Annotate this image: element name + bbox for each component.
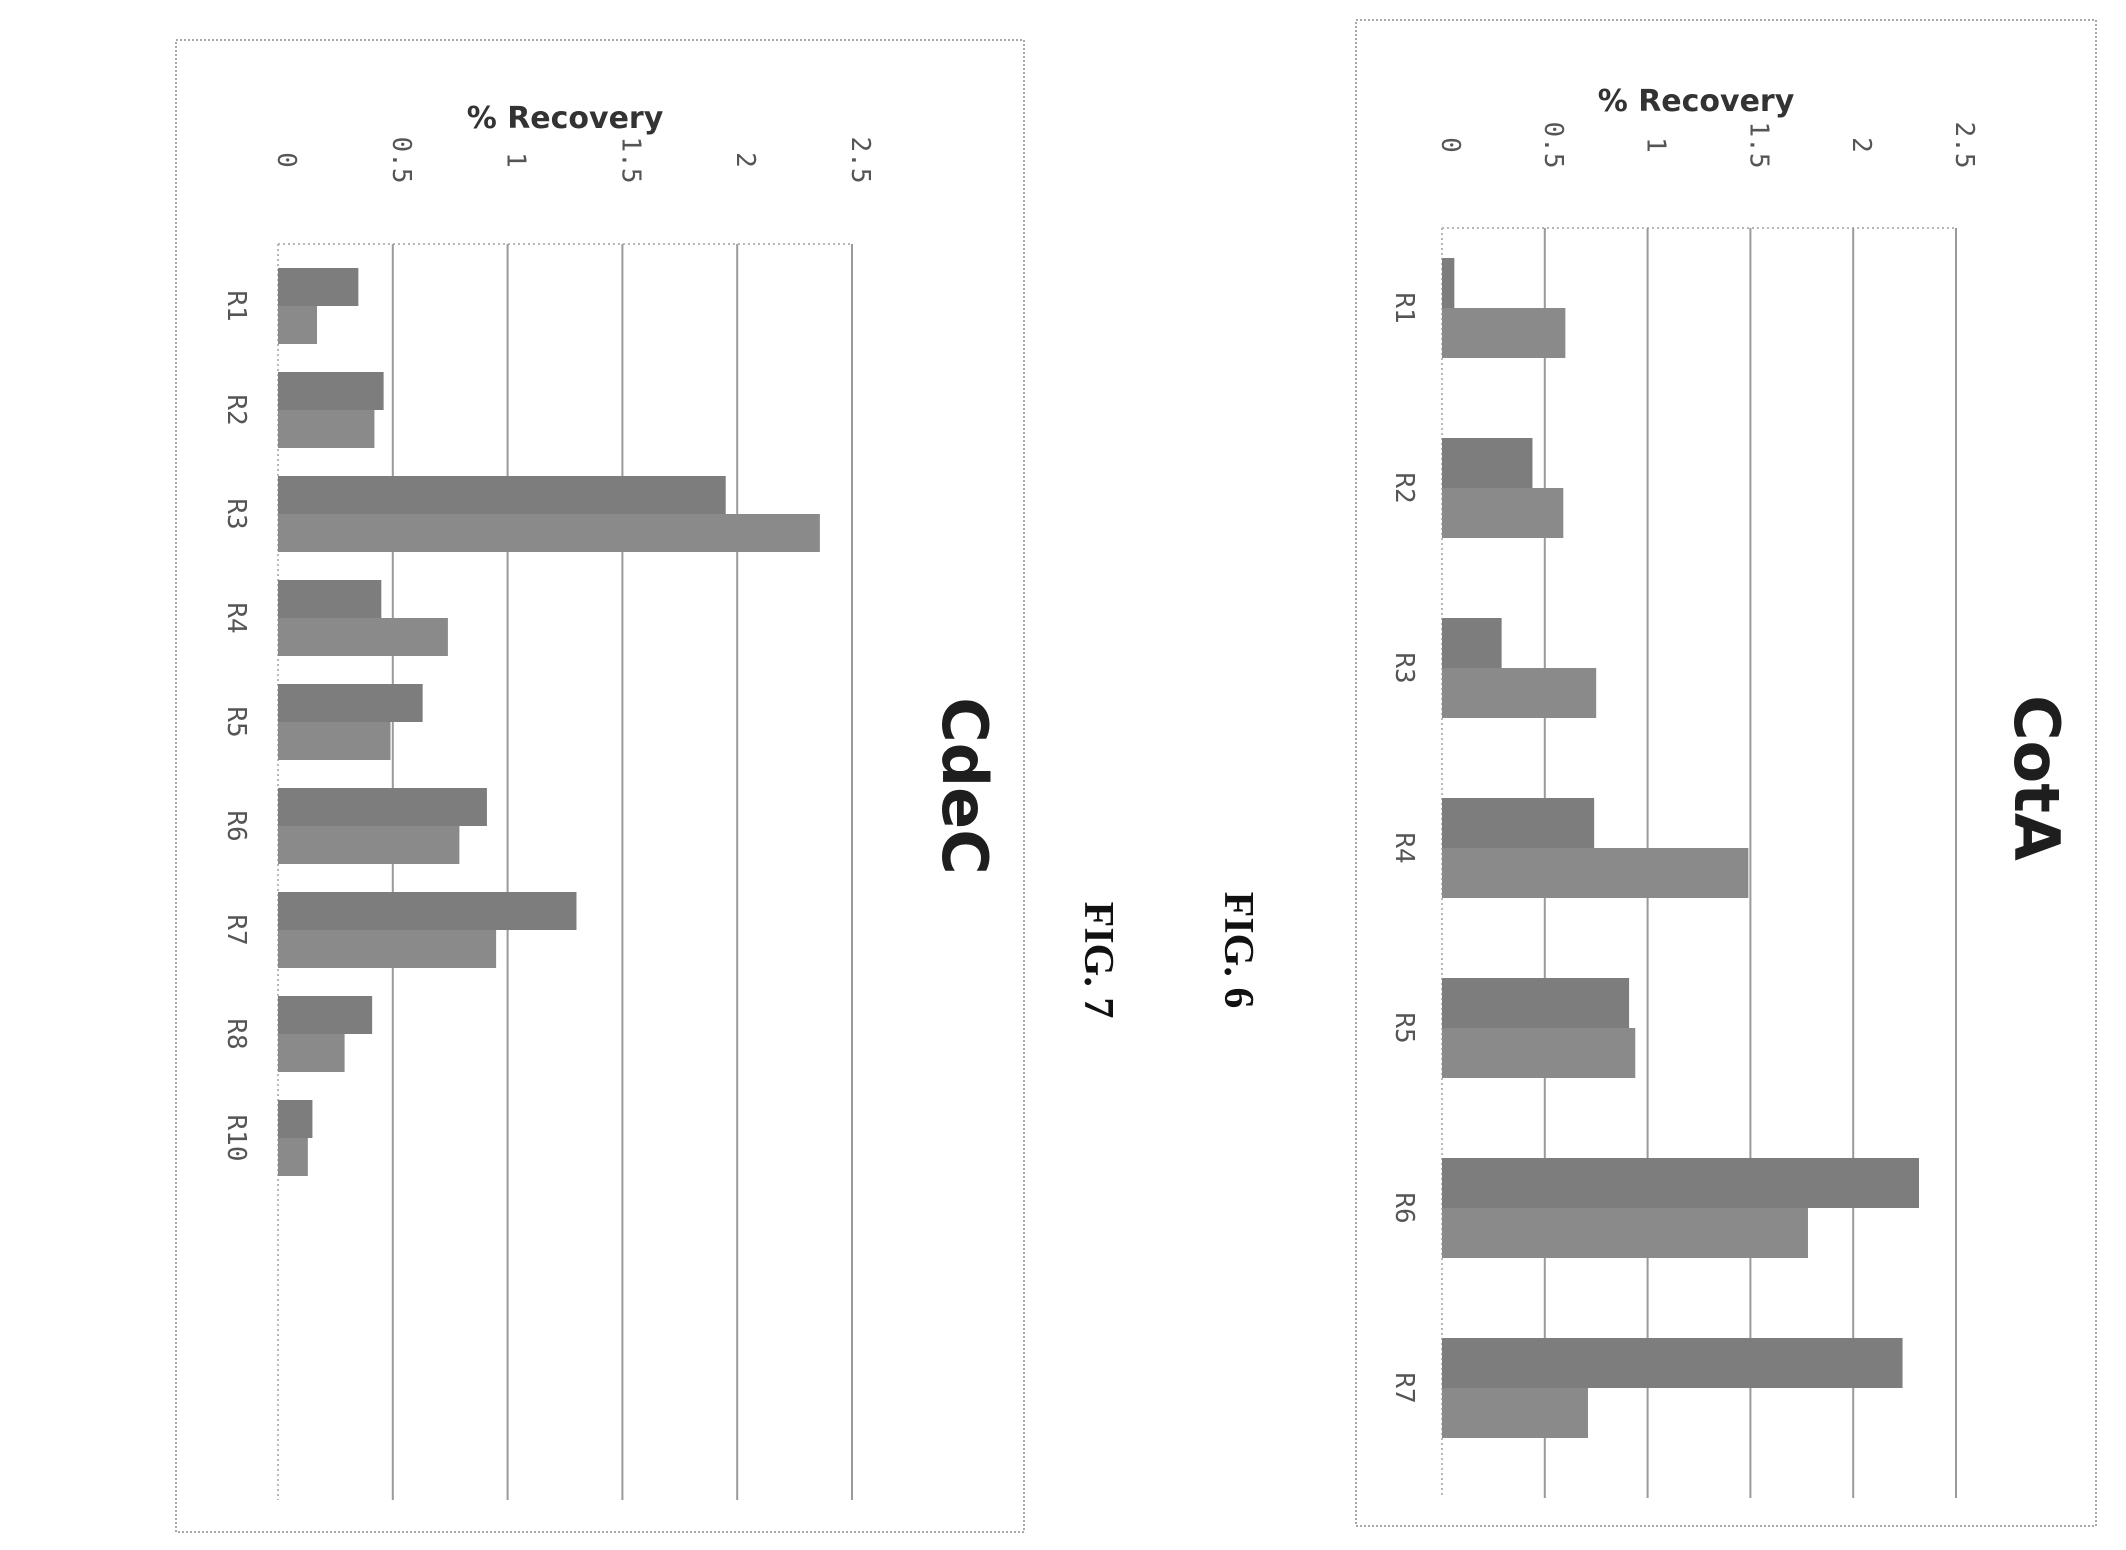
fig6-caption: FIG. 6 (1215, 892, 1261, 1009)
fig7-bar (278, 996, 373, 1034)
fig6-category-label: R5 (1389, 1012, 1419, 1043)
fig6-bars (1442, 258, 1919, 1438)
fig7-bar (278, 684, 423, 722)
fig6-category-label: R6 (1389, 1192, 1419, 1223)
fig7-bar (278, 268, 359, 306)
fig7-bar (278, 930, 497, 968)
fig7-bar (278, 514, 820, 552)
fig7-bar (278, 1138, 308, 1176)
fig7-bar (278, 1100, 313, 1138)
fig7-bar (278, 410, 375, 448)
fig7-category-label: R8 (221, 1018, 251, 1049)
fig7-category-labels: R1 R2 R3 R4 R5 R6 R7 R8 R10 (221, 290, 251, 1161)
fig6-bar (1442, 1338, 1903, 1388)
fig6-bar (1442, 308, 1566, 358)
fig6-tick-label: 2 (1846, 137, 1876, 153)
fig6-bar (1442, 798, 1595, 848)
fig6-category-label: R2 (1389, 472, 1419, 503)
fig7-bar (278, 372, 384, 410)
fig7-chart-frame (175, 39, 1025, 1533)
fig7-tick-labels: 0 0.5 1 1.5 2 2.5 (271, 137, 875, 184)
fig6-y-axis-label: % Recovery (1598, 84, 1795, 119)
fig7-bar (278, 1034, 345, 1072)
fig7-caption: FIG. 7 (1075, 902, 1121, 1019)
fig6-tick-label: 0.5 (1538, 122, 1568, 169)
fig7-tick-label: 0.5 (386, 137, 416, 184)
fig6-bar (1442, 488, 1564, 538)
fig6-category-label: R1 (1389, 292, 1419, 323)
fig7-category-label: R1 (221, 290, 251, 321)
fig6-tick-label: 1.5 (1743, 122, 1773, 169)
fig7-tick-label: 2.5 (845, 137, 875, 184)
fig7-category-label: R10 (221, 1115, 251, 1162)
fig6-bar (1442, 438, 1533, 488)
fig6-bar (1442, 1388, 1588, 1438)
fig6-bar (1442, 1208, 1808, 1258)
fig7-bar (278, 306, 318, 344)
fig7-bars (278, 268, 820, 1176)
fig6-tick-label: 2.5 (1949, 122, 1979, 169)
fig6-tick-labels: 0 0.5 1 1.5 2 2.5 (1435, 122, 1979, 169)
fig6-category-label: R3 (1389, 652, 1419, 683)
fig7-tick-label: 0 (271, 152, 301, 168)
fig7-tick-label: 2 (730, 152, 760, 168)
fig6-category-label: R4 (1389, 832, 1419, 863)
fig7-category-label: R3 (221, 498, 251, 529)
fig7-gridlines (391, 244, 853, 1500)
fig6-chart-frame (1355, 19, 2097, 1527)
fig7-category-label: R7 (221, 914, 251, 945)
fig7-bar (278, 722, 391, 760)
fig7-chart-title: CdeC (928, 697, 1001, 874)
fig7-bar (278, 892, 577, 930)
fig7-bar (278, 788, 487, 826)
fig7-tick-label: 1.5 (615, 137, 645, 184)
fig6-bar (1442, 618, 1502, 668)
fig7-y-axis-label: % Recovery (467, 101, 664, 136)
fig7-bar (278, 580, 382, 618)
fig7-bar (278, 826, 460, 864)
fig6-bar (1442, 848, 1749, 898)
fig7-bar (278, 476, 726, 514)
fig7-chart: 0 0.5 1 1.5 2 2.5 R1 R2 R3 R4 R5 R6 R7 R8 R10 % Recov… (175, 39, 1025, 1533)
fig7-category-label: R5 (221, 706, 251, 737)
fig6-bar (1442, 1158, 1919, 1208)
fig6-chart: 0 0.5 1 1.5 2 2.5 R1 R2 R3 R4 R5 R6 R7 % Recovery C… (1355, 19, 2097, 1527)
fig6-bar (1442, 1028, 1636, 1078)
fig7-category-label: R4 (221, 602, 251, 633)
fig6-tick-label: 1 (1641, 137, 1671, 153)
fig6-bar (1442, 668, 1597, 718)
fig7-bar (278, 618, 448, 656)
fig7-tick-label: 1 (501, 152, 531, 168)
fig6-bar (1442, 978, 1630, 1028)
fig6-category-label: R7 (1389, 1372, 1419, 1403)
fig6-category-labels: R1 R2 R3 R4 R5 R6 R7 (1389, 292, 1419, 1403)
fig6-tick-label: 0 (1435, 137, 1465, 153)
fig7-category-label: R2 (221, 394, 251, 425)
fig7-category-label: R6 (221, 810, 251, 841)
fig6-bar (1442, 258, 1455, 308)
fig6-chart-title: CotA (2000, 695, 2073, 861)
